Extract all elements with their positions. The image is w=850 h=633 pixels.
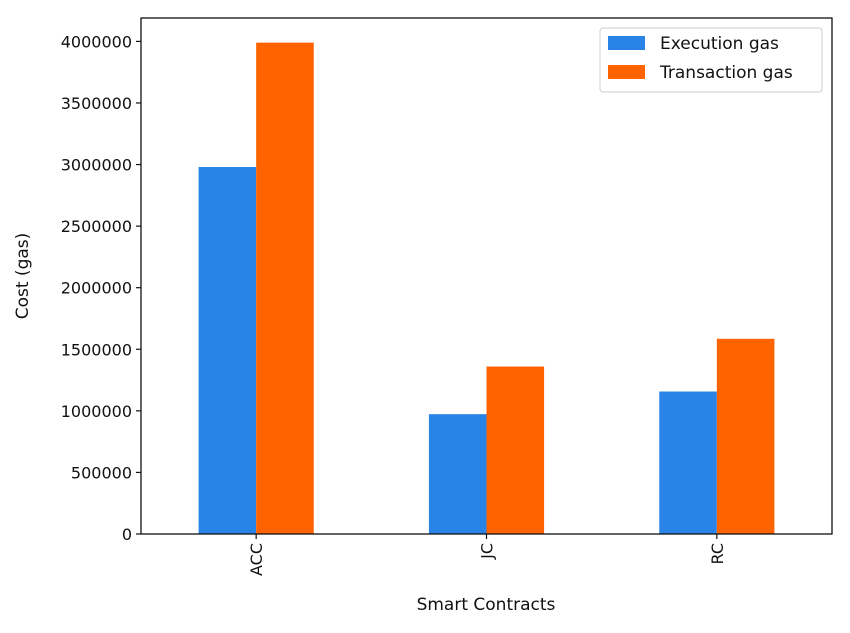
y-tick-label: 3000000 [61,156,132,175]
y-axis: 0 500000 1000000 1500000 2000000 2500000 30000… [61,32,141,544]
y-tick-label: 1500000 [61,340,132,359]
y-tick-label: 2000000 [61,279,132,298]
y-tick-label: 2500000 [61,217,132,236]
y-tick-label: 4000000 [61,32,132,51]
x-axis: ACC JC RC [247,534,727,576]
bar-rc-transaction [716,338,775,534]
y-axis-label: Cost (gas) [13,233,33,320]
bars [198,42,775,535]
y-tick-label: 0 [122,525,132,544]
y-tick-label: 1000000 [61,402,132,421]
bar-acc-transaction [256,42,314,535]
bar-jc-transaction [486,366,545,534]
x-axis-label: Smart Contracts [417,595,556,615]
y-tick-label: 3500000 [61,94,132,113]
x-tick-label-jc: JC [478,543,497,560]
bar-acc-execution [198,167,257,534]
x-tick-label-rc: RC [708,543,727,565]
legend-label: Execution gas [660,34,779,54]
bar-jc-execution [428,414,487,534]
legend-swatch [608,65,645,79]
legend-label: Transaction gas [659,63,793,83]
legend: Execution gas Transaction gas [599,27,823,93]
legend-swatch [608,36,645,50]
bar-rc-execution [659,391,717,534]
legend-frame [599,27,823,93]
x-tick-label-acc: ACC [247,543,266,576]
y-tick-label: 500000 [71,463,132,482]
